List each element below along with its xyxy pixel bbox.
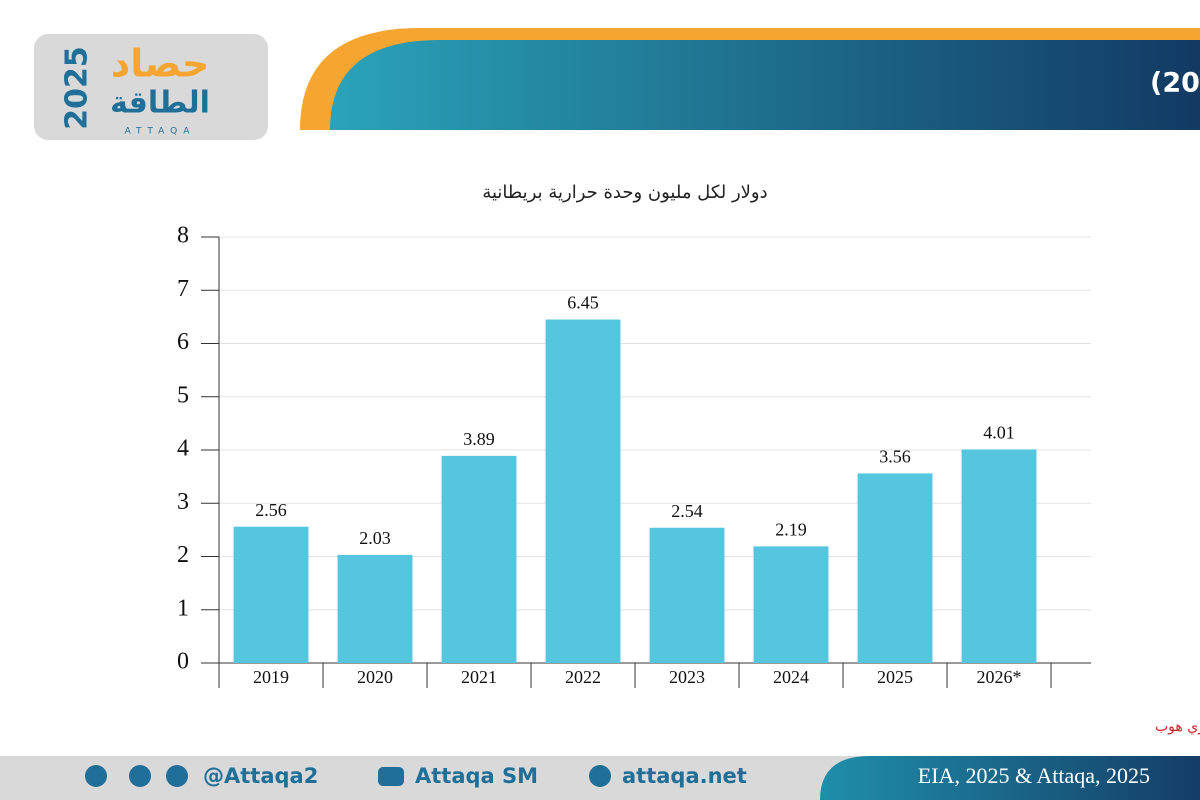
note: *الأرقام تعبر عن متوسط السعر الفوري في ه… (1155, 717, 1200, 735)
x-tick-label: 2024 (773, 667, 809, 687)
data-label: 6.45 (567, 293, 599, 313)
data-label: 3.89 (463, 429, 495, 449)
y-tick-label: 8 (177, 223, 189, 249)
y-tick-label: 0 (177, 649, 189, 675)
x-tick-label: 2025 (877, 667, 913, 687)
data-label: 2.19 (775, 520, 807, 540)
data-label: 4.01 (983, 423, 1015, 443)
footer-source-bg (820, 756, 1200, 800)
x-tick-label: 2023 (669, 667, 705, 687)
bar (545, 319, 621, 663)
website: attaqa.net (622, 764, 747, 788)
bar (233, 526, 309, 663)
data-label: 2.54 (671, 501, 703, 521)
logo-name: الطاقة (110, 86, 210, 121)
logo-latin: ATTAQA (125, 127, 196, 137)
bar (337, 554, 413, 663)
web-icon (589, 765, 611, 787)
x-tick-label: 2022 (565, 667, 601, 687)
y-tick-label: 5 (177, 382, 189, 408)
data-label: 2.03 (359, 528, 391, 548)
bar (753, 546, 829, 663)
y-tick-label: 3 (177, 489, 189, 515)
data-label: 2.56 (255, 500, 287, 520)
instagram-icon (129, 765, 151, 787)
source: EIA, 2025 & Attaqa, 2025 (918, 763, 1150, 788)
title: أسعار الغاز الطبيعي في الولايات المتحدة … (1150, 65, 1200, 99)
y-tick-label: 1 (177, 595, 189, 621)
handle: @Attaqa2 (203, 764, 318, 788)
data-label: 3.56 (879, 447, 911, 467)
y-tick-label: 2 (177, 542, 189, 568)
y-tick-label: 4 (177, 436, 189, 462)
bar (961, 449, 1037, 663)
y-tick-label: 7 (177, 276, 189, 302)
x-tick-label: 2019 (253, 667, 289, 687)
bar (857, 473, 933, 663)
logo-year: 2025 (60, 46, 95, 130)
bar (649, 527, 725, 663)
y-tick-label: 6 (177, 329, 189, 355)
facebook-icon (166, 765, 188, 787)
x-tick-label: 2026* (977, 667, 1022, 687)
logo-word: حصاد (111, 42, 210, 86)
header-banner (330, 40, 1200, 130)
youtube-icon (378, 767, 404, 786)
youtube: Attaqa SM (415, 764, 538, 788)
x-icon (85, 765, 107, 787)
bar (441, 455, 517, 663)
logo-box (34, 34, 268, 140)
x-tick-label: 2020 (357, 667, 393, 687)
subtitle: دولار لكل مليون وحدة حرارية بريطانية (482, 182, 767, 203)
x-tick-label: 2021 (461, 667, 497, 687)
